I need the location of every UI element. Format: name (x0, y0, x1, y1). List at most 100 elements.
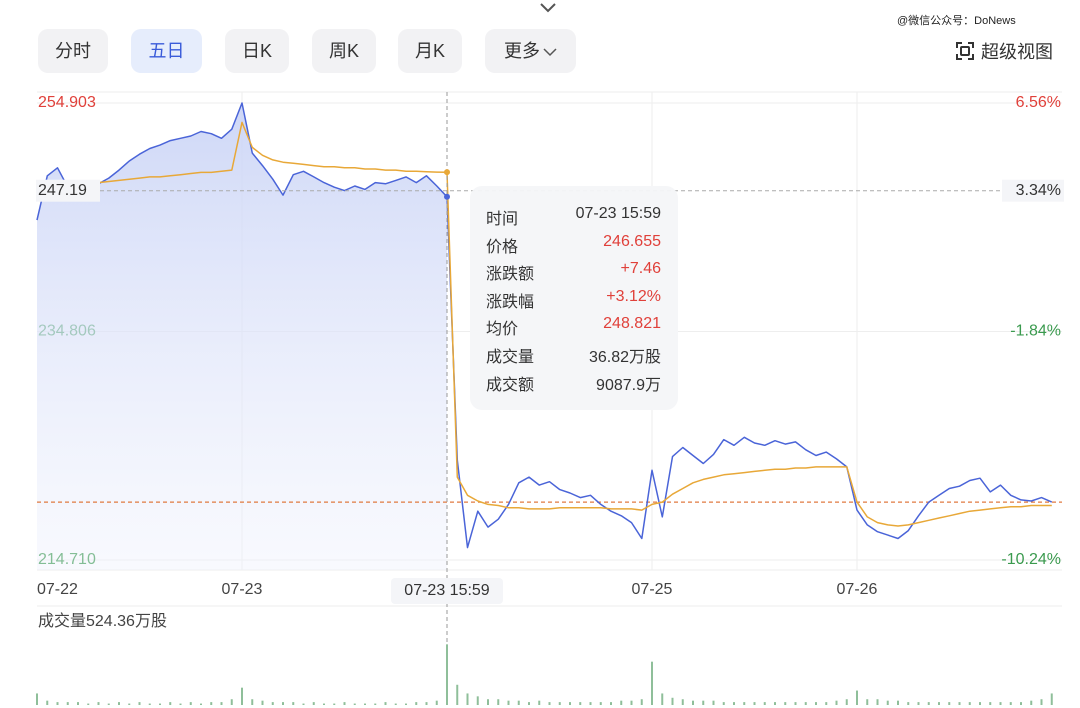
volume-bar (517, 700, 520, 705)
tooltip-value: 36.82万股 (588, 349, 661, 366)
tab[interactable]: 分时 (38, 29, 108, 73)
volume-bar (425, 702, 428, 705)
volume-bar (866, 699, 869, 705)
highlight-area (37, 103, 447, 570)
volume-bar (251, 699, 254, 705)
volume-bar (261, 700, 264, 705)
x-tick-label: 07-23 (222, 581, 263, 598)
volume-bar (579, 702, 582, 705)
volume-bar (784, 702, 787, 705)
volume-bar (630, 700, 633, 705)
volume-bar (753, 702, 756, 705)
tooltip-row: 涨跌幅 +3.12% (486, 287, 661, 311)
volume-bar (722, 702, 725, 705)
volume-bar (210, 702, 213, 705)
tooltip-label: 均价 (486, 321, 519, 339)
volume-bar (528, 702, 530, 705)
tab[interactable]: 月K (398, 29, 462, 73)
tooltip-row: 涨跌额 +7.46 (486, 260, 661, 283)
volume-bar (220, 702, 223, 705)
volume-bar (958, 702, 961, 705)
volume-bar (189, 702, 192, 705)
volume-bar (169, 702, 172, 705)
volume-bar (415, 702, 418, 705)
volume-bar (138, 702, 141, 705)
volume-bar (640, 699, 643, 705)
volume-bar (548, 702, 551, 705)
tooltip-value: 07-23 15:59 (575, 205, 661, 222)
volume-bar (1030, 700, 1033, 705)
tab-label: 五日 (148, 41, 185, 61)
super-view-label: 超级视图 (981, 42, 1053, 62)
volume-bar (989, 702, 992, 705)
volume-bar (374, 703, 377, 705)
y-tick-label: 254.903 (38, 94, 96, 111)
tab[interactable]: 周K (312, 29, 376, 73)
volume-bar (825, 702, 828, 705)
tooltip-row: 成交额 9087.9万 (486, 371, 661, 394)
volume-bar (681, 699, 684, 705)
volume-bar (845, 699, 848, 705)
volume-bar (66, 702, 69, 705)
volume-bar (364, 703, 366, 705)
tab-label: 分时 (55, 41, 91, 61)
volume-bar (200, 703, 202, 705)
volume-bar (1040, 699, 1043, 705)
volume-bar (917, 702, 920, 705)
volume-bar (589, 702, 592, 705)
tab[interactable]: 五日 (131, 29, 202, 73)
volume-bar (1050, 693, 1053, 705)
volume-bar (46, 700, 49, 705)
volume-bar (610, 702, 612, 705)
tab-label: 周K (328, 41, 359, 61)
volume-label: 成交量524.36万股 (38, 612, 167, 630)
volume-bar (569, 702, 571, 705)
volume-bar (927, 702, 930, 705)
crosshair-x-label-bg (391, 578, 503, 604)
tooltip-label: 涨跌额 (486, 266, 535, 284)
volume-bar (968, 702, 971, 705)
tooltip-value: 9087.9万 (596, 376, 661, 394)
volume-bar (128, 703, 131, 705)
crosshair-y-label: 247.19 (38, 182, 87, 199)
volume-bar (733, 702, 735, 705)
volume-bar (435, 700, 438, 705)
volume-bar (907, 702, 910, 705)
tab[interactable]: 更多 (485, 29, 576, 73)
volume-bar (353, 703, 356, 705)
volume-bar (979, 702, 981, 705)
volume-bar (692, 700, 694, 705)
tooltip-label: 价格 (486, 238, 519, 256)
volume-bar (743, 702, 746, 705)
volume-bar (487, 699, 489, 705)
volume-bar (87, 703, 90, 705)
volume-bar (343, 702, 346, 705)
volume-bar (856, 690, 858, 705)
volume-bar (476, 696, 479, 705)
tooltip-label: 成交额 (486, 376, 535, 394)
crosshair-y2-label-bg (1002, 179, 1064, 202)
tooltip-label: 时间 (486, 211, 519, 228)
volume-bar (230, 699, 233, 705)
collapse-chevron[interactable] (540, 3, 556, 13)
tooltip-value: +3.12% (606, 287, 661, 305)
volume-bar (558, 702, 561, 705)
more-chevron (543, 48, 557, 57)
volume-bar (159, 703, 161, 705)
average-line (36, 121, 1052, 527)
tab[interactable]: 日K (225, 29, 289, 73)
volume-bar (804, 702, 807, 705)
volume-bar (620, 700, 623, 705)
volume-bar (763, 702, 766, 705)
volume-bar (507, 700, 510, 705)
super-view-button[interactable]: 超级视图 (955, 38, 1053, 64)
volume-bar (876, 699, 879, 705)
volume-bar (292, 702, 295, 705)
volume-bar (97, 702, 100, 705)
tab-label: 月K (414, 41, 445, 61)
tooltip-label: 成交量 (486, 349, 535, 366)
x-tick-label: 07-26 (837, 581, 878, 598)
volume-bar (599, 702, 602, 705)
